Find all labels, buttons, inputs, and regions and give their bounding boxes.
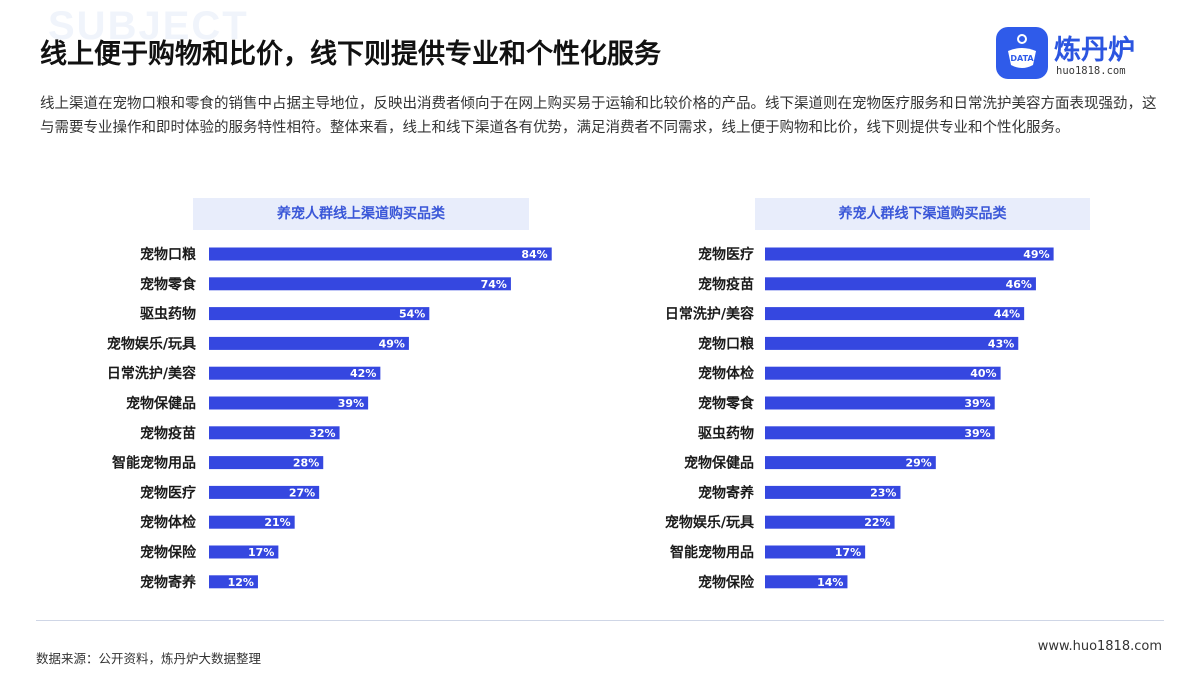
- bar: [209, 366, 381, 380]
- category-label: 宠物保险: [140, 544, 197, 561]
- bar-value-label: 49%: [379, 337, 405, 350]
- bar-value-label: 28%: [293, 457, 319, 470]
- bar-value-label: 14%: [817, 576, 843, 589]
- offline-chart-svg: 宠物医疗 49% 宠物疫苗 46% 日常洗护/美容 44% 宠物口粮 43% 宠物体检 40% 宠物…: [665, 246, 1054, 591]
- offline-chart-title: 养宠人群线下渠道购买品类: [755, 198, 1090, 230]
- offline-chart: 养宠人群线下渠道购买品类 宠物医疗 49% 宠物疫苗 46% 日常洗护/美容 44% 宠物口…: [570, 198, 1130, 608]
- online-chart-title: 养宠人群线上渠道购买品类: [193, 198, 529, 230]
- bar: [765, 515, 895, 529]
- bar: [209, 545, 279, 559]
- category-label: 驱虫药物: [698, 425, 754, 442]
- logo-badge-icon: DATA: [996, 27, 1048, 79]
- category-label: 宠物体检: [698, 365, 754, 382]
- bar-value-label: 39%: [964, 427, 990, 440]
- bar: [209, 515, 295, 529]
- bar: [765, 366, 1001, 380]
- category-label: 宠物娱乐/玩具: [665, 514, 754, 531]
- bar: [765, 575, 848, 589]
- bar-value-label: 74%: [481, 278, 507, 291]
- bar-value-label: 44%: [994, 308, 1020, 321]
- bar: [765, 336, 1019, 350]
- bar: [765, 485, 901, 499]
- bar: [765, 396, 995, 410]
- category-label: 宠物口粮: [698, 335, 755, 352]
- category-label: 宠物医疗: [698, 246, 754, 263]
- bar: [209, 426, 340, 440]
- category-label: 宠物医疗: [140, 484, 196, 501]
- category-label: 日常洗护/美容: [107, 365, 196, 382]
- bar: [765, 426, 995, 440]
- category-label: 宠物疫苗: [698, 276, 754, 293]
- bar: [209, 247, 552, 261]
- category-label: 智能宠物用品: [669, 544, 754, 561]
- logo-url: huo1818.com: [1056, 65, 1126, 77]
- bar: [209, 277, 511, 291]
- bar-value-label: 84%: [521, 248, 547, 261]
- background-watermark-text: SUBJECT: [48, 4, 249, 48]
- website-link[interactable]: www.huo1818.com: [1037, 639, 1162, 654]
- cauldron-icon: DATA: [1008, 34, 1036, 68]
- bar-value-label: 22%: [864, 516, 890, 529]
- bar: [209, 485, 320, 499]
- logo-badge-label: DATA: [1010, 54, 1034, 63]
- data-source-note: 数据来源：公开资料，炼丹炉大数据整理: [36, 651, 262, 666]
- category-label: 宠物保险: [698, 574, 755, 591]
- bar-value-label: 21%: [264, 516, 290, 529]
- bar: [765, 456, 936, 470]
- bar-value-label: 43%: [988, 337, 1014, 350]
- bar: [209, 336, 409, 350]
- bar-value-label: 42%: [350, 367, 376, 380]
- category-label: 宠物寄养: [140, 574, 197, 591]
- category-label: 宠物口粮: [140, 246, 197, 263]
- bar-value-label: 49%: [1023, 248, 1049, 261]
- category-label: 宠物零食: [140, 276, 197, 293]
- bar: [765, 307, 1025, 321]
- category-label: 宠物保健品: [126, 395, 196, 412]
- category-label: 宠物体检: [140, 514, 196, 531]
- bar: [765, 277, 1036, 291]
- category-label: 宠物零食: [698, 395, 755, 412]
- bar-value-label: 40%: [970, 367, 996, 380]
- page-title: 线上便于购物和比价，线下则提供专业和个性化服务: [40, 39, 661, 70]
- category-label: 驱虫药物: [140, 306, 196, 323]
- bar-value-label: 46%: [1006, 278, 1032, 291]
- category-label: 宠物寄养: [698, 484, 755, 501]
- bar: [209, 456, 324, 470]
- bar: [765, 247, 1054, 261]
- bar: [209, 307, 430, 321]
- online-chart-svg: 宠物口粮 84% 宠物零食 74% 驱虫药物 54% 宠物娱乐/玩具 49% 日常洗护/美容 42…: [107, 246, 552, 591]
- logo-name: 炼丹炉: [1054, 35, 1135, 66]
- bar-value-label: 29%: [905, 457, 931, 470]
- bar-value-label: 54%: [399, 308, 425, 321]
- bar: [209, 575, 258, 589]
- intro-paragraph: 线上渠道在宠物口粮和零食的销售中占据主导地位，反映出消费者倾向于在网上购买易于运…: [40, 96, 1157, 136]
- online-chart: 养宠人群线上渠道购买品类 宠物口粮 84% 宠物零食 74% 驱虫药物 54% 宠物娱乐/玩…: [0, 198, 560, 608]
- bar-value-label: 17%: [835, 546, 861, 559]
- bar-value-label: 39%: [338, 397, 364, 410]
- footer-divider: [36, 620, 1164, 621]
- bar-value-label: 12%: [228, 576, 254, 589]
- category-label: 宠物娱乐/玩具: [107, 335, 196, 352]
- bar-value-label: 32%: [309, 427, 335, 440]
- bar: [209, 396, 369, 410]
- category-label: 日常洗护/美容: [665, 306, 754, 323]
- category-label: 宠物疫苗: [140, 425, 196, 442]
- bar-value-label: 17%: [248, 546, 274, 559]
- brand-logo[interactable]: DATA 炼丹炉 huo1818.com: [996, 27, 1166, 85]
- bar-value-label: 39%: [964, 397, 990, 410]
- category-label: 智能宠物用品: [111, 455, 196, 472]
- bar: [765, 545, 866, 559]
- category-label: 宠物保健品: [684, 455, 754, 472]
- bar-value-label: 23%: [870, 486, 896, 499]
- bar-value-label: 27%: [289, 486, 315, 499]
